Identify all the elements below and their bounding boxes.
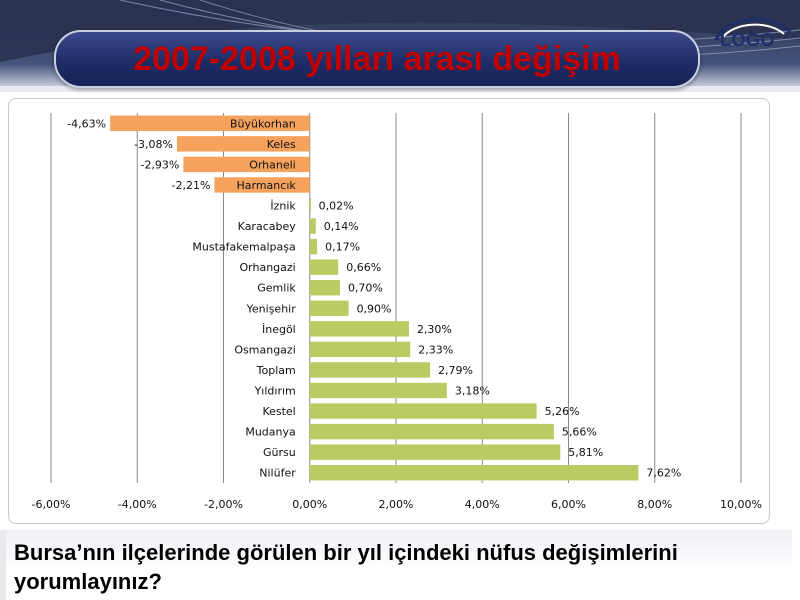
- value-label: 0,66%: [346, 261, 381, 274]
- x-tick-label: -6,00%: [32, 498, 71, 511]
- bar: [309, 321, 409, 337]
- x-tick-label: 2,00%: [379, 498, 414, 511]
- bar: [309, 259, 339, 275]
- x-tick-label: 0,00%: [292, 498, 327, 511]
- logo-text: LOGO: [720, 30, 775, 50]
- bar: [183, 156, 310, 173]
- value-label: 5,26%: [545, 405, 580, 418]
- bar: [309, 218, 316, 234]
- bar: [309, 280, 340, 296]
- category-label: Nilüfer: [259, 467, 296, 480]
- value-label: 5,81%: [568, 446, 603, 459]
- x-tick-label: -4,00%: [118, 498, 157, 511]
- category-label: Mustafakemalpaşa: [192, 241, 295, 254]
- slide-title: 2007-2008 yılları arası değişim: [133, 39, 621, 78]
- bar: [309, 362, 431, 378]
- category-label: Karacabey: [238, 220, 297, 233]
- bar: [309, 403, 537, 419]
- category-label: Gürsu: [263, 446, 296, 459]
- bar: [176, 136, 310, 152]
- bar: [309, 444, 561, 460]
- logo-arc-icon: [714, 17, 792, 41]
- value-label: 3,18%: [455, 385, 490, 398]
- category-label: Yenişehir: [246, 302, 297, 315]
- value-label: -4,63%: [67, 117, 106, 130]
- x-tick-label: -2,00%: [204, 498, 243, 511]
- x-tick-label: 6,00%: [551, 498, 586, 511]
- bar: [309, 341, 411, 358]
- category-label: Orhangazi: [240, 261, 296, 274]
- chart-frame: Büyükorhan Keles Orhaneli Harmancık İznik Kar…: [8, 98, 770, 524]
- value-label: 7,62%: [646, 467, 681, 480]
- x-axis-ticks: -6,00% -4,00% -2,00% 0,00% 2,00% 4,00% 6,00% 8,…: [32, 498, 762, 511]
- value-label: 0,14%: [324, 220, 359, 233]
- value-label: 2,33%: [418, 343, 453, 356]
- logo: LOGO: [712, 10, 792, 54]
- value-label: 0,17%: [325, 241, 360, 254]
- category-label: Mudanya: [245, 426, 295, 439]
- bar-chart: Büyükorhan Keles Orhaneli Harmancık İznik Kar…: [32, 113, 762, 511]
- title-banner: 2007-2008 yılları arası değişim: [54, 30, 700, 88]
- value-label: -3,08%: [134, 138, 173, 151]
- category-label: Büyükorhan: [230, 117, 296, 130]
- value-labels: -4,63% -3,08% -2,93% -2,21% 0,02% 0,14% 0,17% 0…: [67, 117, 681, 479]
- category-label: Yıldırım: [254, 385, 296, 398]
- category-label: Harmancık: [237, 179, 297, 192]
- value-label: 5,66%: [562, 426, 597, 439]
- x-tick-label: 8,00%: [637, 498, 672, 511]
- category-label: Orhaneli: [249, 158, 296, 171]
- value-label: 2,79%: [438, 364, 473, 377]
- bar: [214, 177, 310, 193]
- bar: [309, 197, 311, 214]
- bar: [110, 115, 310, 131]
- question-box: Bursa’nın ilçelerinde görülen bir yıl iç…: [0, 530, 792, 600]
- category-label: İznik: [270, 200, 296, 213]
- bar: [309, 238, 318, 255]
- value-label: 2,30%: [417, 323, 452, 336]
- category-label: Osmangazi: [234, 343, 295, 356]
- bar: [309, 423, 554, 440]
- category-label: Gemlik: [257, 282, 296, 295]
- category-labels: Büyükorhan Keles Orhaneli Harmancık İznik Kar…: [192, 117, 296, 479]
- value-label: 0,02%: [319, 200, 354, 213]
- bars: [110, 115, 639, 481]
- question-text: Bursa’nın ilçelerinde görülen bir yıl iç…: [14, 540, 678, 594]
- gridlines: [50, 113, 742, 483]
- bar: [309, 382, 447, 399]
- value-label: 0,90%: [357, 302, 392, 315]
- value-label: 0,70%: [348, 282, 383, 295]
- bar: [309, 300, 349, 316]
- value-label: -2,93%: [140, 158, 179, 171]
- value-label: -2,21%: [172, 179, 211, 192]
- category-label: Kestel: [262, 405, 295, 418]
- bar: [309, 465, 639, 481]
- category-label: Keles: [267, 138, 296, 151]
- x-tick-label: 10,00%: [720, 498, 762, 511]
- category-label: İnegöl: [262, 323, 296, 336]
- category-label: Toplam: [256, 364, 296, 377]
- x-tick-label: 4,00%: [465, 498, 500, 511]
